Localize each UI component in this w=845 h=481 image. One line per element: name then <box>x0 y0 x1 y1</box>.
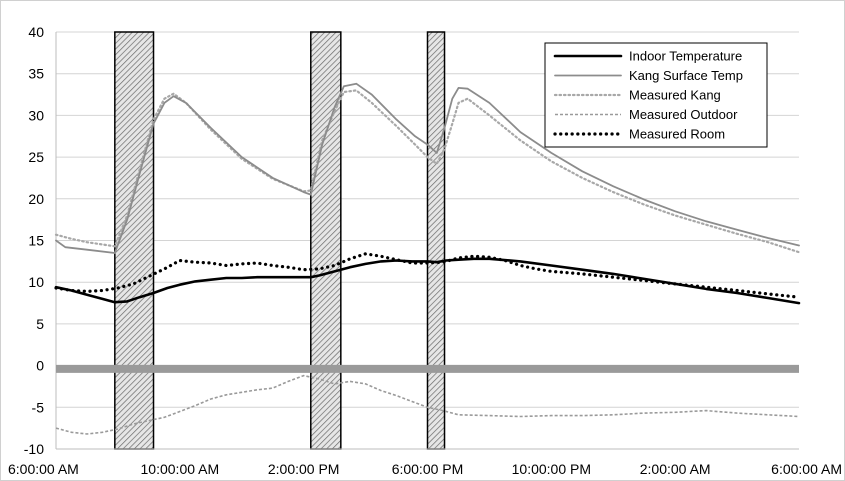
legend-label-measured-outdoor: Measured Outdoor <box>629 107 738 122</box>
y-tick-label-15: 15 <box>28 233 44 249</box>
shaded-period-1 <box>114 31 155 450</box>
x-tick-label-6: 2:00:00 AM <box>640 461 711 477</box>
series-line-measured-outdoor <box>55 374 800 435</box>
legend-label-kang-surface-temp: Kang Surface Temp <box>629 68 743 83</box>
y-tick-label-30: 30 <box>28 107 44 123</box>
y-tick-label-5: 5 <box>36 316 44 332</box>
y-tick-label-40: 40 <box>28 24 44 40</box>
y-tick-label-10: 10 <box>28 274 44 290</box>
series-line-indoor-temperature <box>54 257 801 305</box>
series-line-measured-room <box>54 252 801 299</box>
tick-labels: -10 -5 0 5 10 15 20 25 30 35 40 6:00:00 AM 10:00:00 … <box>8 24 842 477</box>
legend-label-measured-room: Measured Room <box>629 127 725 142</box>
x-tick-label-2: 10:00:00 AM <box>141 461 220 477</box>
y-tick-label-20: 20 <box>28 191 44 207</box>
legend-label-measured-kang: Measured Kang <box>629 88 721 103</box>
x-tick-label-5: 10:00:00 PM <box>512 461 591 477</box>
series-lines <box>54 82 801 435</box>
shaded-period-3 <box>426 31 446 450</box>
series-line-kang-surface-temp <box>55 82 800 254</box>
legend: Indoor Temperature Kang Surface Temp Measu… <box>544 42 768 148</box>
shaded-periods <box>114 31 446 450</box>
x-tick-label-7: 6:00:00 AM <box>771 461 842 477</box>
y-tick-label-35: 35 <box>28 66 44 82</box>
series-line-measured-kang <box>54 89 801 254</box>
y-tick-label-25: 25 <box>28 149 44 165</box>
x-tick-label-4: 6:00:00 PM <box>392 461 464 477</box>
y-tick-label-5: -5 <box>32 399 45 415</box>
y-tick-label-10: -10 <box>24 441 44 457</box>
x-tick-label-1: 6:00:00 AM <box>8 461 79 477</box>
y-tick-label-0: 0 <box>36 358 44 374</box>
x-tick-label-3: 2:00:00 PM <box>268 461 340 477</box>
legend-label-indoor-temperature: Indoor Temperature <box>629 49 742 64</box>
shaded-period-2 <box>310 31 342 450</box>
